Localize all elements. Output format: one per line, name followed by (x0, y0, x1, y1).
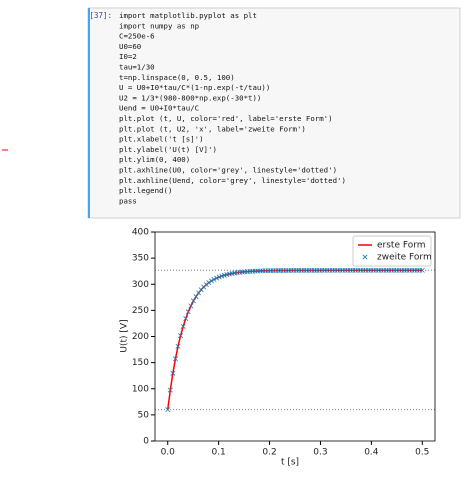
y-axis-label: U(t) [V] (120, 319, 130, 352)
y-tick-label: 100 (132, 384, 149, 394)
code-line: plt.ylim(0, 400) (119, 155, 190, 164)
x-marker (419, 267, 425, 273)
y-tick-label: 300 (132, 280, 149, 290)
code-line: plt.ylabel('U(t) [V]') (119, 145, 217, 154)
plot-area (155, 232, 435, 441)
x-marker (216, 274, 222, 280)
x-marker (206, 280, 212, 286)
legend-box (352, 235, 432, 267)
code-line: plt.plot (t, U, color='red', label='erst… (119, 114, 333, 123)
x-tick-label: 0.5 (415, 448, 429, 458)
x-tick-label: 0.4 (364, 448, 379, 458)
x-axis-label: t [s] (281, 458, 299, 468)
code-line: U = U0+I0*tau/C*(1-np.exp(-t/tau)) (119, 83, 270, 92)
x-marker (180, 323, 186, 329)
x-marker (172, 356, 178, 362)
code-line: plt.axhline(U0, color='grey', linestyle=… (119, 166, 337, 175)
x-marker (170, 370, 176, 376)
code-line: plt.xlabel('t [s]') (119, 135, 204, 144)
y-tick-label: 0 (143, 437, 149, 447)
axes-frame (154, 231, 436, 442)
code-line: plt.legend() (119, 186, 172, 195)
y-tick-label: 400 (132, 228, 149, 238)
y-tick-label: 350 (132, 254, 149, 264)
legend-label: erste Form (377, 241, 426, 251)
x-marker (193, 294, 199, 300)
code-line: I0=2 (119, 52, 137, 61)
y-tick-label: 150 (132, 358, 149, 368)
x-marker (188, 303, 194, 309)
cell-prompt: [37]: (89, 11, 112, 20)
x-marker (175, 343, 181, 349)
x-tick-label: 0.0 (161, 448, 176, 458)
x-tick-label: 0.3 (313, 448, 327, 458)
x-marker (190, 298, 196, 304)
code-line: C=250e-6 (119, 32, 155, 41)
code-line: plt.plot (t, U2, 'x', label='zweite Form… (119, 124, 306, 133)
x-marker (183, 316, 189, 322)
code-line: U2 = 1/3*(980-800*np.exp(-30*t)) (119, 93, 261, 102)
plot: 0 50 100 150 200 250 300 350 400 0.0 0.1 0.2 0.3 0.4 0… (132, 228, 436, 458)
x-tick-label: 0.1 (211, 448, 225, 458)
x-marker (208, 278, 214, 284)
code-line: t=np.linspace(0, 0.5, 100) (119, 73, 235, 82)
x-marker (185, 309, 191, 315)
code-line: import numpy as np (119, 21, 199, 30)
y-tick-label: 250 (132, 306, 149, 316)
code-line: plt.axhline(Uend, color='grey', linestyl… (119, 176, 346, 185)
x-tick-label: 0.2 (262, 448, 276, 458)
y-tick-label: 50 (138, 410, 150, 420)
x-marker (178, 333, 184, 339)
code-line: Uend = U0+I0*tau/C (119, 104, 199, 113)
x-marker (196, 290, 202, 296)
x-marker (214, 275, 220, 281)
legend-label: zweite Form (377, 253, 432, 263)
y-tick-label: 200 (132, 332, 149, 342)
x-marker (165, 407, 171, 413)
cell-indicator (88, 8, 90, 218)
code-line: U0=60 (119, 42, 141, 51)
x-marker (167, 387, 173, 393)
code-line: pass (119, 196, 137, 205)
code-line: tau=1/30 (119, 63, 155, 72)
code-cell[interactable] (87, 7, 461, 219)
legend-swatch (362, 254, 368, 260)
x-marker (211, 276, 217, 282)
code-line: import matplotlib.pyplot as plt (119, 11, 257, 20)
